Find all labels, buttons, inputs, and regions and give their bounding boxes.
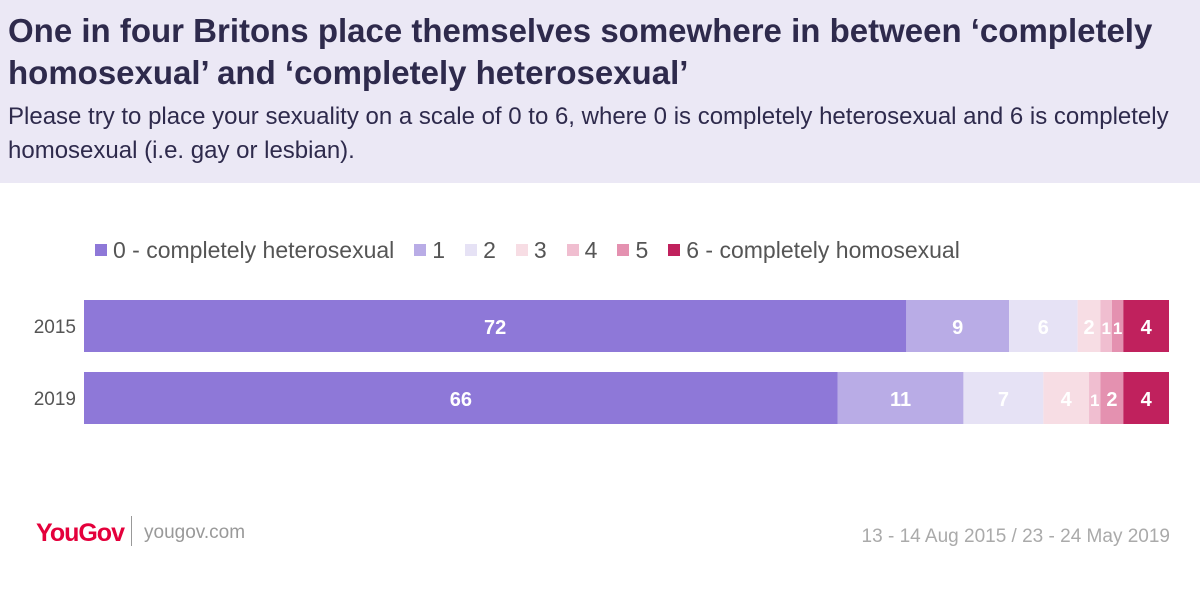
bar-segment-2015-2 xyxy=(1009,300,1078,352)
legend-item-6: 6 - completely homosexual xyxy=(668,237,960,264)
data-label-2019-2: 7 xyxy=(998,389,1009,411)
data-label-2015-2: 6 xyxy=(1038,317,1049,339)
legend-label-3: 3 xyxy=(533,236,547,263)
legend-swatch-6 xyxy=(668,244,681,256)
data-label-2015-1: 9 xyxy=(952,317,963,339)
bar-segment-2015-5 xyxy=(1111,300,1124,352)
data-label-2015-6: 4 xyxy=(1141,317,1153,339)
legend-swatch-5 xyxy=(617,244,630,256)
category-label-2015: 2015 xyxy=(34,317,76,338)
data-label-2015-4: 1 xyxy=(1101,319,1110,338)
bar-segment-2019-1 xyxy=(837,372,964,424)
yougov-logo: YouGov xyxy=(36,519,125,547)
data-label-2015-5: 1 xyxy=(1113,319,1122,338)
fieldwork-dates: 13 - 14 Aug 2015 / 23 - 24 May 2019 xyxy=(861,526,1170,547)
legend-swatch-3 xyxy=(515,244,528,256)
bar-segment-2019-2 xyxy=(963,372,1044,424)
header-panel: One in four Britons place themselves som… xyxy=(0,0,1200,183)
legend-item-3: 3 xyxy=(515,236,547,264)
bar-segment-2015-0 xyxy=(84,300,907,352)
legend-label-1: 1 xyxy=(432,236,446,263)
bar-segment-2015-3 xyxy=(1077,300,1101,352)
legend-item-2: 2 xyxy=(465,237,496,264)
data-label-2019-6: 4 xyxy=(1141,389,1153,411)
bar-segment-2019-3 xyxy=(1043,372,1090,424)
legend-item-1: 1 xyxy=(414,237,445,264)
category-label-2019: 2019 xyxy=(34,389,76,410)
data-label-2019-3: 4 xyxy=(1061,389,1073,411)
chart-legend: 0 - completely heterosexual 1 2 3 4 5 6 - comp… xyxy=(95,236,960,264)
legend-item-4: 4 xyxy=(566,236,598,264)
bar-segment-2019-4 xyxy=(1089,372,1101,424)
legend-label-4: 4 xyxy=(584,236,598,263)
bar-segment-2015-6 xyxy=(1123,300,1169,352)
footer-divider xyxy=(131,516,132,546)
data-label-2019-4: 1 xyxy=(1090,391,1099,410)
bar-segment-2019-0 xyxy=(84,372,838,424)
legend-swatch-1 xyxy=(414,244,427,256)
legend-swatch-2 xyxy=(465,244,478,256)
legend-label-6: 6 - completely homosexual xyxy=(686,236,960,263)
legend-label-2: 2 xyxy=(483,236,496,263)
legend-item-0: 0 - completely heterosexual xyxy=(95,237,394,264)
legend-swatch-0 xyxy=(95,244,107,256)
bar-segment-2019-6 xyxy=(1123,372,1169,424)
chart-title: One in four Britons place themselves som… xyxy=(8,12,1153,91)
data-label-2015-0: 72 xyxy=(484,317,506,339)
footer-site-link[interactable]: yougov.com xyxy=(144,522,246,543)
data-label-2019-1: 11 xyxy=(890,389,911,411)
bar-segment-2015-4 xyxy=(1100,300,1112,352)
legend-label-5: 5 xyxy=(635,236,649,263)
chart-subtitle: Please try to place your sexuality on a … xyxy=(8,103,1169,164)
data-label-2015-3: 2 xyxy=(1083,317,1094,339)
data-label-2019-5: 2 xyxy=(1106,389,1117,411)
legend-label-0: 0 - completely heterosexual xyxy=(113,236,395,263)
bar-segment-2019-5 xyxy=(1100,372,1124,424)
legend-swatch-4 xyxy=(566,244,579,256)
bar-segment-2015-1 xyxy=(906,300,1010,352)
legend-item-5: 5 xyxy=(617,237,648,264)
data-label-2019-0: 66 xyxy=(450,389,472,411)
